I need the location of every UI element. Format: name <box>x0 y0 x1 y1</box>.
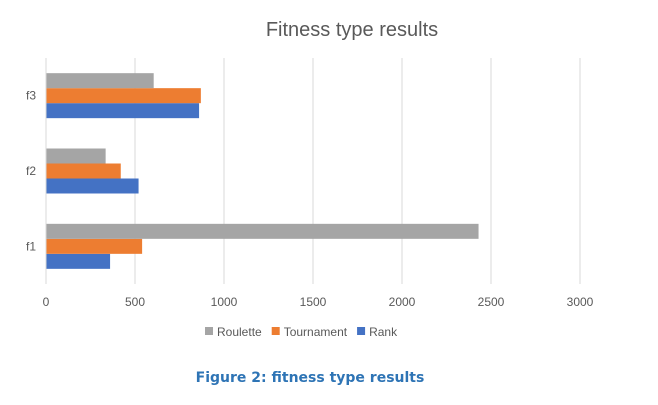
chart-title: Fitness type results <box>266 19 438 41</box>
x-tick-label: 0 <box>43 295 50 309</box>
gridlines <box>134 58 581 284</box>
bar-rank-f3 <box>46 103 200 119</box>
legend-label: Tournament <box>284 325 348 339</box>
x-tick-label: 500 <box>125 295 145 309</box>
x-tick-label: 2000 <box>389 295 416 309</box>
legend: Roulette Tournament Rank <box>205 325 398 339</box>
chart: Fitness type results f1 f2 f3 0 500 1000 1500… <box>26 19 594 339</box>
figure-caption: Figure 2: fitness type results <box>195 370 425 386</box>
legend-swatch <box>271 327 280 335</box>
y-tick-label: f2 <box>26 164 36 178</box>
legend-swatch <box>205 327 213 335</box>
bar-roulette-f2 <box>46 148 106 164</box>
legend-swatch <box>357 327 366 335</box>
y-tick-label: f1 <box>26 239 36 253</box>
bar-tournament-f1 <box>46 238 143 254</box>
x-tick-label: 1000 <box>211 295 238 309</box>
value-tick-labels: 0 500 1000 1500 2000 2500 3000 <box>43 295 594 309</box>
category-tick-labels: f1 f2 f3 <box>26 89 36 254</box>
y-tick-label: f3 <box>26 89 36 103</box>
bar-roulette-f3 <box>46 73 154 89</box>
x-tick-label: 2500 <box>478 295 505 309</box>
x-tick-label: 1500 <box>300 295 327 309</box>
bar-tournament-f3 <box>46 88 201 104</box>
bar-tournament-f2 <box>46 163 121 179</box>
legend-label: Rank <box>369 325 398 339</box>
bar-rank-f2 <box>46 178 139 194</box>
legend-label: Roulette <box>217 325 262 339</box>
bar-rank-f1 <box>46 253 111 269</box>
x-tick-label: 3000 <box>567 295 594 309</box>
bar-roulette-f1 <box>46 223 479 239</box>
bars <box>46 73 479 269</box>
